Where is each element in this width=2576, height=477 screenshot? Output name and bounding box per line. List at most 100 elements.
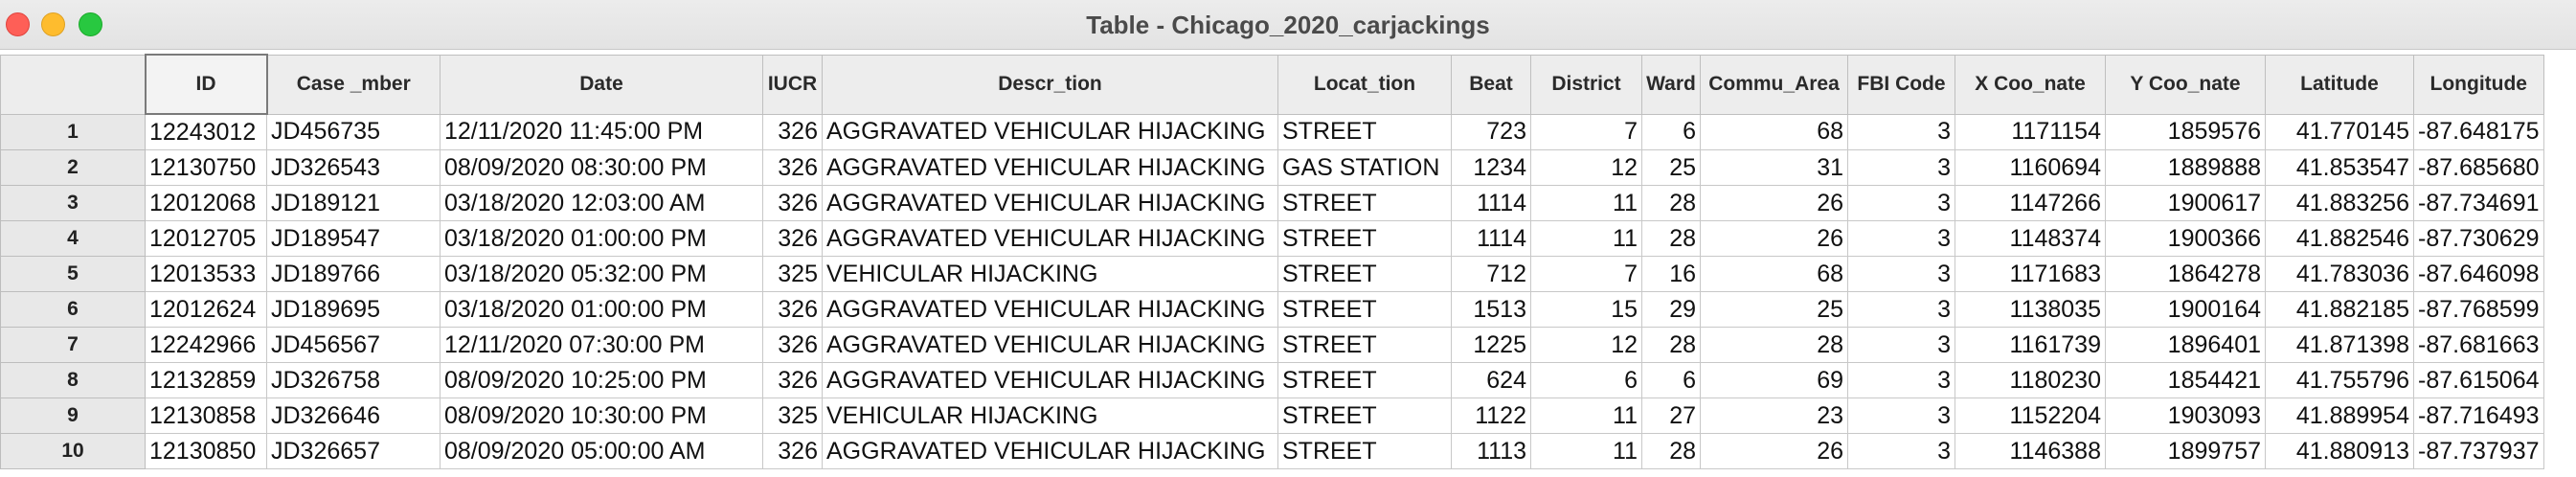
cell-x-coo-nate[interactable]: 1148374: [1955, 220, 2106, 257]
cell-iucr[interactable]: 326: [762, 291, 823, 328]
cell-id[interactable]: 12012624: [145, 291, 267, 328]
cell-ward[interactable]: 28: [1641, 185, 1701, 221]
cell-beat[interactable]: 1234: [1451, 149, 1531, 186]
table-row[interactable]: 10 12130850 JD326657 08/09/2020 05:00:00 AM…: [0, 433, 2544, 469]
cell-ward[interactable]: 29: [1641, 291, 1701, 328]
column-header-fbi-code[interactable]: FBI Code: [1847, 54, 1955, 115]
cell-date[interactable]: 12/11/2020 11:45:00 PM: [440, 113, 763, 150]
cell-commu-area[interactable]: 26: [1700, 433, 1848, 469]
column-header-longitude[interactable]: Longitude: [2413, 54, 2544, 115]
cell-date[interactable]: 08/09/2020 05:00:00 AM: [440, 433, 763, 469]
cell-district[interactable]: 11: [1530, 185, 1642, 221]
cell-iucr[interactable]: 326: [762, 362, 823, 398]
cell-date[interactable]: 08/09/2020 10:25:00 PM: [440, 362, 763, 398]
column-header-x-coo-nate[interactable]: X Coo_nate: [1955, 54, 2106, 115]
cell-descr-tion[interactable]: AGGRAVATED VEHICULAR HIJACKING: [822, 149, 1278, 186]
cell-fbi-code[interactable]: 3: [1847, 113, 1955, 150]
cell-fbi-code[interactable]: 3: [1847, 185, 1955, 221]
cell-locat-tion[interactable]: STREET: [1277, 185, 1452, 221]
row-number-header[interactable]: 5: [0, 256, 146, 292]
cell-case-mber[interactable]: JD189766: [266, 256, 441, 292]
cell-fbi-code[interactable]: 3: [1847, 256, 1955, 292]
cell-case-mber[interactable]: JD326758: [266, 362, 441, 398]
column-header-district[interactable]: District: [1530, 54, 1642, 115]
cell-fbi-code[interactable]: 3: [1847, 433, 1955, 469]
cell-case-mber[interactable]: JD326646: [266, 398, 441, 434]
cell-commu-area[interactable]: 25: [1700, 291, 1848, 328]
minimize-window-button[interactable]: [41, 12, 65, 36]
cell-x-coo-nate[interactable]: 1161739: [1955, 327, 2106, 363]
cell-iucr[interactable]: 326: [762, 113, 823, 150]
cell-id[interactable]: 12013533: [145, 256, 267, 292]
cell-fbi-code[interactable]: 3: [1847, 291, 1955, 328]
cell-y-coo-nate[interactable]: 1900366: [2105, 220, 2266, 257]
table-row[interactable]: 8 12132859 JD326758 08/09/2020 10:25:00 PM 3…: [0, 362, 2544, 398]
cell-date[interactable]: 08/09/2020 08:30:00 PM: [440, 149, 763, 186]
cell-y-coo-nate[interactable]: 1889888: [2105, 149, 2266, 186]
cell-district[interactable]: 12: [1530, 327, 1642, 363]
cell-case-mber[interactable]: JD456567: [266, 327, 441, 363]
row-number-header[interactable]: 6: [0, 291, 146, 328]
cell-commu-area[interactable]: 31: [1700, 149, 1848, 186]
cell-commu-area[interactable]: 69: [1700, 362, 1848, 398]
cell-x-coo-nate[interactable]: 1160694: [1955, 149, 2106, 186]
cell-date[interactable]: 12/11/2020 07:30:00 PM: [440, 327, 763, 363]
cell-descr-tion[interactable]: AGGRAVATED VEHICULAR HIJACKING: [822, 362, 1278, 398]
cell-ward[interactable]: 6: [1641, 362, 1701, 398]
cell-y-coo-nate[interactable]: 1864278: [2105, 256, 2266, 292]
cell-x-coo-nate[interactable]: 1152204: [1955, 398, 2106, 434]
cell-fbi-code[interactable]: 3: [1847, 398, 1955, 434]
cell-date[interactable]: 03/18/2020 12:03:00 AM: [440, 185, 763, 221]
cell-locat-tion[interactable]: STREET: [1277, 398, 1452, 434]
cell-latitude[interactable]: 41.889954: [2265, 398, 2414, 434]
cell-ward[interactable]: 16: [1641, 256, 1701, 292]
cell-beat[interactable]: 723: [1451, 113, 1531, 150]
cell-ward[interactable]: 25: [1641, 149, 1701, 186]
table-row[interactable]: 7 12242966 JD456567 12/11/2020 07:30:00 PM 3…: [0, 327, 2544, 363]
cell-latitude[interactable]: 41.755796: [2265, 362, 2414, 398]
cell-iucr[interactable]: 325: [762, 398, 823, 434]
cell-date[interactable]: 03/18/2020 01:00:00 PM: [440, 291, 763, 328]
cell-district[interactable]: 6: [1530, 362, 1642, 398]
cell-id[interactable]: 12243012: [145, 113, 267, 150]
row-number-header[interactable]: 1: [0, 113, 146, 150]
cell-y-coo-nate[interactable]: 1899757: [2105, 433, 2266, 469]
cell-case-mber[interactable]: JD189547: [266, 220, 441, 257]
cell-commu-area[interactable]: 26: [1700, 220, 1848, 257]
cell-x-coo-nate[interactable]: 1147266: [1955, 185, 2106, 221]
cell-y-coo-nate[interactable]: 1896401: [2105, 327, 2266, 363]
cell-id[interactable]: 12012705: [145, 220, 267, 257]
cell-ward[interactable]: 6: [1641, 113, 1701, 150]
column-header-ward[interactable]: Ward: [1641, 54, 1701, 115]
row-number-header[interactable]: 10: [0, 433, 146, 469]
cell-iucr[interactable]: 326: [762, 149, 823, 186]
cell-latitude[interactable]: 41.882185: [2265, 291, 2414, 328]
cell-longitude[interactable]: -87.646098: [2413, 256, 2544, 292]
cell-longitude[interactable]: -87.685680: [2413, 149, 2544, 186]
cell-case-mber[interactable]: JD326657: [266, 433, 441, 469]
cell-descr-tion[interactable]: AGGRAVATED VEHICULAR HIJACKING: [822, 327, 1278, 363]
cell-longitude[interactable]: -87.734691: [2413, 185, 2544, 221]
column-header-commu-area[interactable]: Commu_Area: [1700, 54, 1848, 115]
cell-longitude[interactable]: -87.681663: [2413, 327, 2544, 363]
row-number-header[interactable]: 9: [0, 398, 146, 434]
cell-commu-area[interactable]: 68: [1700, 113, 1848, 150]
table-row[interactable]: 4 12012705 JD189547 03/18/2020 01:00:00 PM 3…: [0, 220, 2544, 257]
cell-beat[interactable]: 1225: [1451, 327, 1531, 363]
column-header-descr-tion[interactable]: Descr_tion: [822, 54, 1278, 115]
cell-longitude[interactable]: -87.730629: [2413, 220, 2544, 257]
cell-descr-tion[interactable]: VEHICULAR HIJACKING: [822, 398, 1278, 434]
cell-locat-tion[interactable]: STREET: [1277, 256, 1452, 292]
cell-descr-tion[interactable]: AGGRAVATED VEHICULAR HIJACKING: [822, 185, 1278, 221]
cell-descr-tion[interactable]: VEHICULAR HIJACKING: [822, 256, 1278, 292]
title-bar[interactable]: Table - Chicago_2020_carjackings: [0, 0, 2576, 50]
cell-id[interactable]: 12012068: [145, 185, 267, 221]
cell-descr-tion[interactable]: AGGRAVATED VEHICULAR HIJACKING: [822, 113, 1278, 150]
cell-x-coo-nate[interactable]: 1138035: [1955, 291, 2106, 328]
cell-district[interactable]: 7: [1530, 113, 1642, 150]
table-row[interactable]: 3 12012068 JD189121 03/18/2020 12:03:00 AM 3…: [0, 185, 2544, 221]
cell-id[interactable]: 12130850: [145, 433, 267, 469]
cell-case-mber[interactable]: JD189695: [266, 291, 441, 328]
cell-latitude[interactable]: 41.853547: [2265, 149, 2414, 186]
cell-y-coo-nate[interactable]: 1900164: [2105, 291, 2266, 328]
